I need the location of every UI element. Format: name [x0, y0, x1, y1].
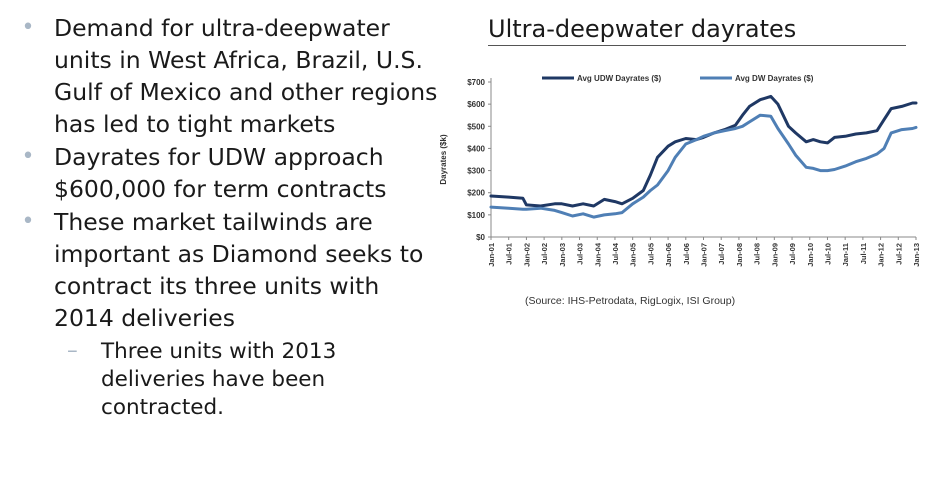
x-tick-label: Jan-12: [877, 243, 886, 267]
x-tick-label: Jul-02: [540, 243, 549, 265]
y-axis-title: Dayrates ($k): [439, 134, 448, 185]
x-tick-label: Jan-06: [664, 243, 673, 267]
x-tick-label: Jul-05: [646, 243, 655, 265]
legend-label-udw: Avg UDW Dayrates ($): [577, 74, 662, 83]
y-tick-label: $100: [467, 211, 485, 220]
bullet-marker: •: [21, 144, 35, 169]
bullet-item: • These market tailwinds are important a…: [20, 206, 445, 334]
y-tick-label: $500: [467, 122, 485, 131]
x-tick-label: Jul-03: [576, 243, 585, 265]
x-tick-label: Jul-12: [894, 243, 903, 265]
x-tick-label: Jul-06: [682, 243, 691, 265]
bullet-marker: •: [21, 209, 35, 234]
x-tick-label: Jan-02: [522, 243, 531, 267]
x-tick-label: Jan-08: [735, 243, 744, 267]
y-tick-label: $600: [467, 100, 485, 109]
x-tick-label: Jul-11: [859, 243, 868, 264]
x-tick-label: Jan-07: [700, 243, 709, 267]
y-tick-label: $0: [476, 233, 485, 242]
y-tick-label: $700: [467, 78, 485, 87]
bullet-text: These market tailwinds are important as …: [54, 208, 424, 332]
x-tick-label: Jul-09: [788, 243, 797, 265]
x-tick-label: Jul-04: [611, 242, 620, 265]
series-line-dw: [489, 113, 918, 219]
x-tick-label: Jan-11: [841, 243, 850, 266]
bullet-item: • Demand for ultra-deepwater units in We…: [20, 12, 445, 140]
bullet-text: Dayrates for UDW approach $600,000 for t…: [54, 143, 387, 203]
bullet-list: • Demand for ultra-deepwater units in We…: [20, 12, 445, 422]
series-line-udw: [489, 94, 918, 208]
x-tick-label: Jul-08: [753, 243, 762, 265]
x-tick-label: Jul-10: [823, 243, 832, 265]
x-tick-label: Jan-04: [593, 242, 602, 267]
sub-bullet-item: – Three units with 2013 deliveries have …: [20, 338, 445, 422]
y-tick-label: $400: [467, 144, 485, 153]
dayrates-line-chart: $0 $100 $200 $300 $400 $500 $600 $700 Dayrates (…: [439, 74, 921, 267]
x-tick-label: Jan-10: [806, 243, 815, 267]
bullet-text: Demand for ultra-deepwater units in West…: [54, 14, 438, 138]
sub-bullet-marker: –: [67, 338, 78, 363]
bullet-item: • Dayrates for UDW approach $600,000 for…: [20, 141, 445, 205]
y-tick-label: $200: [467, 189, 485, 198]
y-tick-label: $300: [467, 167, 485, 176]
x-tick-label: Jul-07: [717, 243, 726, 265]
legend-label-dw: Avg DW Dayrates ($): [735, 74, 814, 83]
x-tick-label: Jan-01: [487, 243, 496, 267]
x-tick-label: Jan-03: [558, 243, 567, 267]
source-note: (Source: IHS-Petrodata, RigLogix, ISI Gr…: [525, 295, 736, 307]
sub-bullet-text: Three units with 2013 deliveries have be…: [101, 339, 337, 420]
x-tick-label: Jul-01: [505, 243, 514, 265]
chart-heading: Ultra-deepwater dayrates: [488, 14, 906, 46]
x-tick-label: Jan-13: [912, 243, 921, 267]
x-tick-label: Jan-09: [770, 243, 779, 267]
bullet-marker: •: [21, 15, 35, 40]
x-tick-label: Jan-05: [629, 243, 638, 267]
